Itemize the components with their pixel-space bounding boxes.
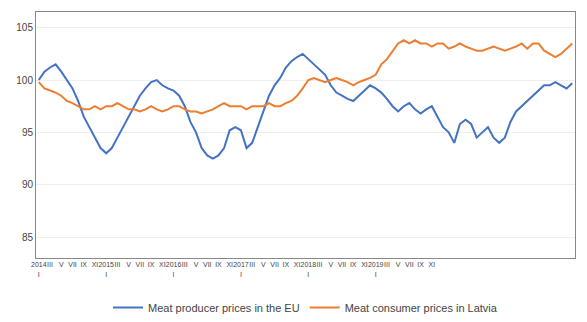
svg-text:XI: XI (361, 261, 368, 268)
svg-text:IX: IX (80, 261, 87, 268)
svg-text:VII: VII (405, 261, 414, 268)
svg-text:III: III (249, 261, 255, 268)
svg-text:III: III (182, 261, 188, 268)
svg-text:100: 100 (16, 75, 33, 86)
svg-text:IX: IX (283, 261, 290, 268)
svg-text:IX: IX (215, 261, 222, 268)
svg-text:IX: IX (350, 261, 357, 268)
svg-text:VII: VII (270, 261, 279, 268)
svg-text:VII: VII (136, 261, 145, 268)
svg-text:V: V (261, 261, 266, 268)
svg-text:VII: VII (338, 261, 347, 268)
svg-text:III: III (114, 261, 120, 268)
svg-text:III: III (47, 261, 53, 268)
svg-text:III: III (384, 261, 390, 268)
svg-text:95: 95 (22, 127, 34, 138)
svg-text:IX: IX (148, 261, 155, 268)
svg-text:2017I: 2017I (233, 261, 249, 277)
svg-text:90: 90 (22, 179, 34, 190)
svg-text:2019I: 2019I (368, 261, 384, 277)
svg-text:85: 85 (22, 232, 34, 243)
svg-text:Meat consumer prices in Latvia: Meat consumer prices in Latvia (345, 302, 498, 314)
svg-text:VII: VII (203, 261, 212, 268)
svg-text:V: V (126, 261, 131, 268)
svg-text:Meat producer prices in the EU: Meat producer prices in the EU (148, 302, 300, 314)
svg-text:VII: VII (68, 261, 77, 268)
svg-text:V: V (194, 261, 199, 268)
svg-text:2016I: 2016I (166, 261, 182, 277)
svg-text:XI: XI (226, 261, 233, 268)
svg-text:XI: XI (159, 261, 166, 268)
svg-text:XI: XI (92, 261, 99, 268)
svg-text:V: V (396, 261, 401, 268)
svg-text:XI: XI (294, 261, 301, 268)
svg-text:XI: XI (429, 261, 436, 268)
svg-text:105: 105 (16, 22, 33, 33)
svg-text:2018I: 2018I (301, 261, 317, 277)
svg-text:2014I: 2014I (31, 261, 47, 277)
svg-text:V: V (59, 261, 64, 268)
svg-text:III: III (317, 261, 323, 268)
svg-text:2015I: 2015I (98, 261, 114, 277)
svg-text:IX: IX (417, 261, 424, 268)
svg-text:V: V (328, 261, 333, 268)
